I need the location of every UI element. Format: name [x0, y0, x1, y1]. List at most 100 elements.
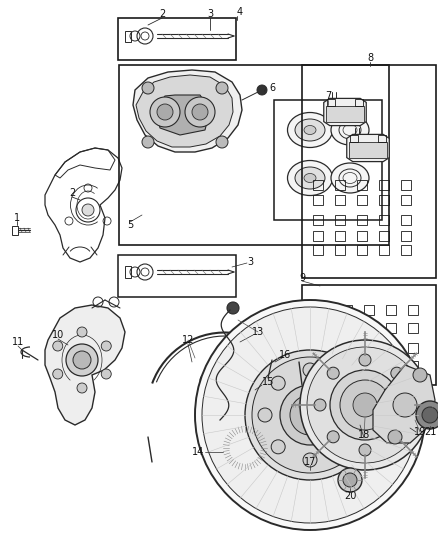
Bar	[379, 180, 389, 190]
Circle shape	[335, 440, 349, 454]
Circle shape	[101, 341, 111, 351]
Bar	[357, 245, 367, 255]
Bar	[118, 18, 236, 60]
Circle shape	[252, 357, 368, 473]
Bar	[342, 343, 352, 353]
Bar	[335, 215, 345, 225]
Circle shape	[77, 383, 87, 393]
Circle shape	[216, 82, 228, 94]
Text: 13: 13	[252, 327, 264, 337]
Circle shape	[280, 385, 340, 445]
Bar	[335, 231, 345, 241]
Circle shape	[335, 376, 349, 390]
Polygon shape	[136, 75, 233, 147]
Text: 3: 3	[207, 9, 213, 19]
Ellipse shape	[331, 115, 369, 145]
Bar	[357, 180, 367, 190]
Bar	[401, 231, 411, 241]
Bar	[355, 99, 363, 107]
Ellipse shape	[295, 167, 325, 189]
Bar	[245, 388, 259, 408]
Circle shape	[359, 444, 371, 456]
Circle shape	[290, 395, 330, 435]
Bar	[401, 245, 411, 255]
Circle shape	[53, 369, 63, 379]
Circle shape	[202, 307, 418, 523]
Circle shape	[300, 340, 430, 470]
Text: 4: 4	[237, 7, 243, 17]
Bar	[401, 215, 411, 225]
Bar	[364, 323, 374, 333]
Text: 16: 16	[279, 350, 291, 360]
Bar	[364, 361, 374, 371]
Polygon shape	[349, 142, 387, 158]
Circle shape	[150, 97, 180, 127]
Circle shape	[307, 347, 423, 463]
Bar	[302, 65, 436, 278]
Bar	[320, 361, 330, 371]
Circle shape	[73, 351, 91, 369]
Ellipse shape	[295, 119, 325, 141]
Bar	[408, 343, 418, 353]
Circle shape	[303, 363, 317, 377]
Circle shape	[157, 104, 173, 120]
Circle shape	[391, 367, 403, 379]
Bar	[379, 245, 389, 255]
Circle shape	[327, 367, 339, 379]
Bar	[379, 195, 389, 205]
Bar	[313, 215, 323, 225]
Circle shape	[142, 82, 154, 94]
Circle shape	[66, 344, 98, 376]
Text: 14: 14	[192, 447, 204, 457]
Text: 2: 2	[69, 188, 75, 198]
Bar	[335, 195, 345, 205]
Text: 1: 1	[14, 213, 20, 223]
Circle shape	[391, 431, 403, 443]
Circle shape	[330, 370, 400, 440]
Ellipse shape	[287, 112, 332, 148]
Circle shape	[413, 368, 427, 382]
Bar	[335, 245, 345, 255]
Bar	[401, 180, 411, 190]
Circle shape	[200, 375, 210, 385]
Ellipse shape	[287, 160, 332, 196]
Text: 3: 3	[247, 257, 253, 267]
Bar	[327, 99, 335, 107]
Text: 11: 11	[12, 337, 24, 347]
Text: 21: 21	[424, 427, 436, 437]
Polygon shape	[45, 305, 125, 425]
Bar	[408, 323, 418, 333]
Circle shape	[195, 300, 425, 530]
Text: 19: 19	[414, 427, 426, 437]
Text: 15: 15	[262, 377, 274, 387]
Circle shape	[404, 399, 416, 411]
Text: 12: 12	[182, 335, 194, 345]
Bar	[357, 195, 367, 205]
Bar	[386, 323, 396, 333]
Polygon shape	[155, 95, 210, 135]
Circle shape	[388, 430, 402, 444]
Bar	[386, 305, 396, 315]
Bar	[386, 343, 396, 353]
Bar	[342, 305, 352, 315]
Bar	[379, 231, 389, 241]
Bar	[274, 100, 382, 220]
Bar	[401, 195, 411, 205]
Bar	[313, 195, 323, 205]
Circle shape	[340, 380, 390, 430]
Circle shape	[53, 341, 63, 351]
Text: 5: 5	[127, 220, 133, 230]
Bar	[408, 305, 418, 315]
Circle shape	[101, 369, 111, 379]
Circle shape	[142, 136, 154, 148]
Bar	[313, 180, 323, 190]
Bar	[262, 378, 274, 387]
Bar	[357, 215, 367, 225]
Bar	[342, 361, 352, 371]
Circle shape	[77, 327, 87, 337]
Bar	[313, 245, 323, 255]
Text: 6: 6	[269, 83, 275, 93]
Circle shape	[393, 393, 417, 417]
Circle shape	[422, 407, 438, 423]
Circle shape	[185, 97, 215, 127]
